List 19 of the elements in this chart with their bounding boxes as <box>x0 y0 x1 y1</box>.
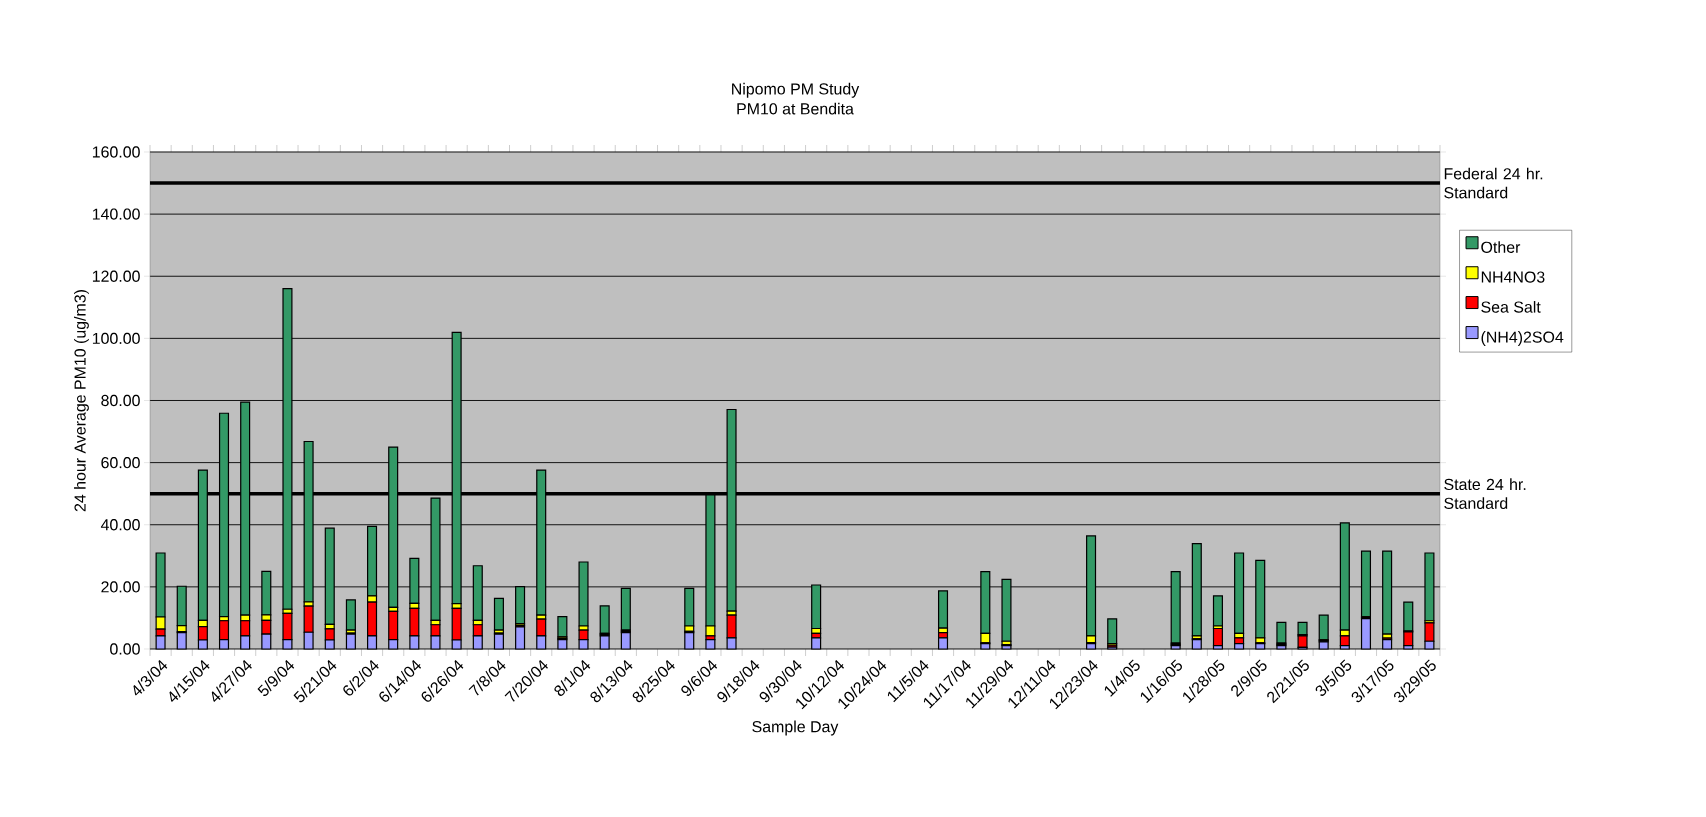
y-tick-label: 80.00 <box>101 394 140 407</box>
y-tick-label: 120.00 <box>92 270 140 282</box>
chart-subtitle: PM10 at Bendita <box>737 102 854 115</box>
y-axis-title: 24 hour Average PM10 (ug/m3) <box>74 290 89 512</box>
y-tick-label: 0.00 <box>110 643 140 655</box>
legend-label: Sea Salt <box>1481 301 1541 313</box>
y-tick-label: 140.00 <box>92 208 140 220</box>
legend-label: NH4NO3 <box>1481 271 1545 283</box>
chart-title: Nipomo PM Study <box>732 82 860 98</box>
y-tick-label: 100.00 <box>92 332 140 345</box>
ref-line-label: Federal 24 hr. Standard <box>1444 167 1543 199</box>
x-axis-title: Sample Day <box>752 720 839 736</box>
y-tick-label: 60.00 <box>101 456 140 469</box>
y-tick-label: 20.00 <box>101 581 140 593</box>
ref-line-label: State 24 hr. Standard <box>1444 478 1526 510</box>
y-tick-label: 40.00 <box>100 519 140 531</box>
y-tick-label: 160.00 <box>92 146 140 158</box>
legend-label: Other <box>1481 241 1521 253</box>
legend-label: (NH4)2SO4 <box>1481 331 1564 346</box>
